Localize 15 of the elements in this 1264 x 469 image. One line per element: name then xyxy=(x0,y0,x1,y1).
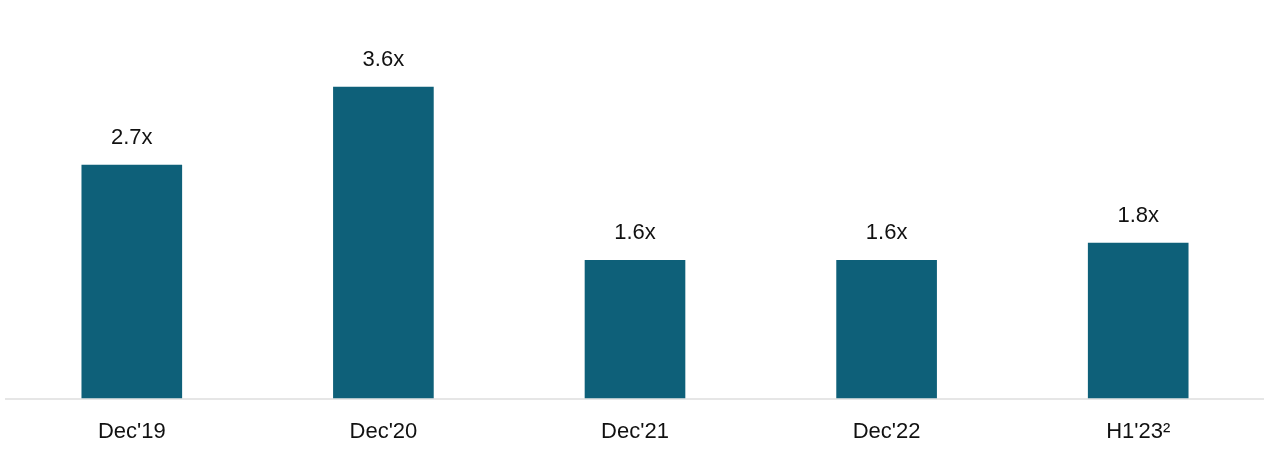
x-tick-label: Dec'22 xyxy=(852,417,921,443)
data-label: 2.7x xyxy=(111,123,153,149)
bar xyxy=(81,164,183,399)
x-tick-label: Dec'21 xyxy=(601,417,669,443)
data-label: 1.6x xyxy=(865,219,908,245)
x-tick-label: H1'23² xyxy=(1106,417,1171,443)
x-tick-label: Dec'20 xyxy=(349,417,418,443)
data-label: 1.8x xyxy=(1117,201,1159,227)
data-label: 3.6x xyxy=(362,45,405,71)
bar xyxy=(333,86,434,399)
bar xyxy=(1087,242,1189,399)
bar xyxy=(836,259,937,399)
data-label: 1.6x xyxy=(614,219,656,245)
bar xyxy=(584,259,686,399)
x-tick-label: Dec'19 xyxy=(97,417,166,443)
